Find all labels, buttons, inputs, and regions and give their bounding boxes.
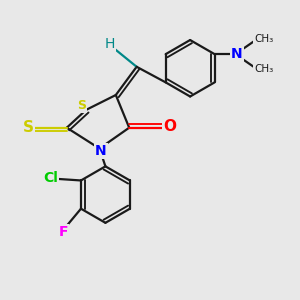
Text: H: H — [105, 37, 115, 51]
Text: CH₃: CH₃ — [254, 34, 273, 44]
Text: O: O — [163, 119, 176, 134]
Text: S: S — [22, 120, 34, 135]
Text: S: S — [77, 99, 86, 112]
Text: N: N — [231, 46, 243, 61]
Text: Cl: Cl — [43, 171, 58, 185]
Text: F: F — [58, 225, 68, 239]
Text: CH₃: CH₃ — [254, 64, 273, 74]
Text: N: N — [95, 144, 107, 158]
